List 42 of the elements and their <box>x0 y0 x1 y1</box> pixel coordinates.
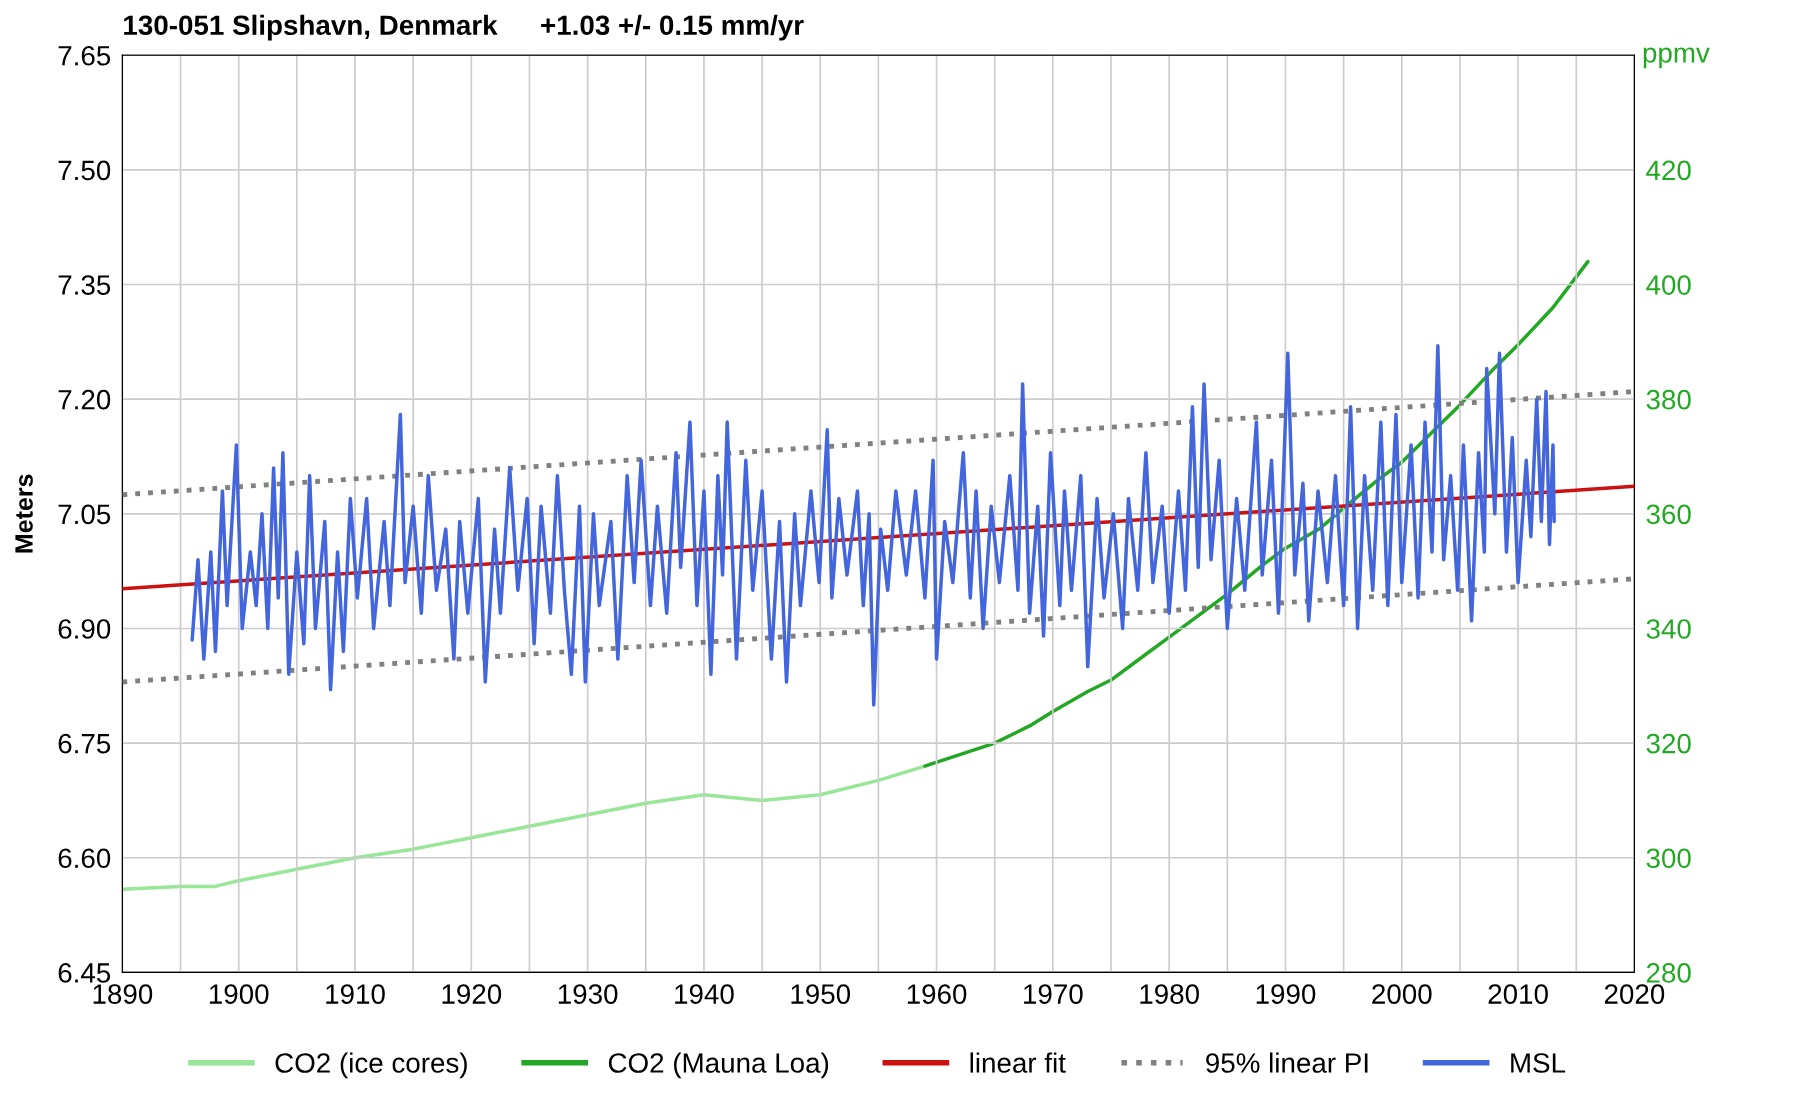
x-tick-label: 1920 <box>442 984 502 1004</box>
y-tick-label: 6.90 <box>58 619 111 639</box>
x-tick-label: 1900 <box>209 984 269 1004</box>
y-tick-label: 7.35 <box>58 275 111 295</box>
x-tick-label: 1940 <box>675 984 734 1004</box>
y-tick-label: 7.50 <box>58 160 111 181</box>
chart-subtitle: +1.03 +/- 0.15 mm/yr <box>541 14 804 41</box>
y-tick-label: 7.05 <box>58 504 111 525</box>
line-series <box>190 343 1556 707</box>
legend-label: linear fit <box>970 1052 1066 1073</box>
y2-tick-label: 320 <box>1646 733 1691 754</box>
y2-tick-label: 280 <box>1646 963 1691 983</box>
y2-axis-title: ppmv <box>1643 47 1710 69</box>
x-tick-label: 1930 <box>558 984 618 1004</box>
x-tick-label: 1950 <box>791 984 851 1004</box>
x-tick-label: 2010 <box>1488 984 1548 1004</box>
y2-tick-label: 300 <box>1646 848 1691 869</box>
line-series <box>122 764 927 892</box>
x-tick-label: 1970 <box>1024 984 1083 1004</box>
legend-label: MSL <box>1511 1053 1566 1073</box>
x-tick-label: 1910 <box>326 984 385 1004</box>
y-tick-label: 7.20 <box>58 389 111 410</box>
y2-tick-label: 380 <box>1646 389 1691 410</box>
y2-tick-label: 420 <box>1646 160 1691 181</box>
x-tick-label: 2000 <box>1372 984 1432 1004</box>
legend-label: 95% linear PI <box>1206 1052 1368 1073</box>
x-tick-label: 1990 <box>1256 984 1316 1004</box>
x-tick-label: 1890 <box>93 984 153 1004</box>
x-tick-label: 1960 <box>907 984 967 1004</box>
y-tick-label: 6.45 <box>58 963 111 983</box>
y-tick-label: 7.65 <box>58 45 111 66</box>
y2-tick-label: 400 <box>1646 275 1691 295</box>
y-tick-label: 6.75 <box>58 733 111 754</box>
y2-tick-label: 360 <box>1646 504 1691 525</box>
legend-label: CO2 (Mauna Loa) <box>608 1052 829 1079</box>
y2-tick-label: 340 <box>1646 619 1691 639</box>
y-axis-title: Meters <box>15 474 33 553</box>
chart-title: 130-051 Slipshavn, Denmark <box>124 14 498 41</box>
x-tick-label: 2020 <box>1604 984 1665 1004</box>
y-tick-label: 6.60 <box>58 848 111 869</box>
legend-label: CO2 (ice cores) <box>275 1052 467 1079</box>
x-tick-label: 1980 <box>1140 984 1199 1004</box>
